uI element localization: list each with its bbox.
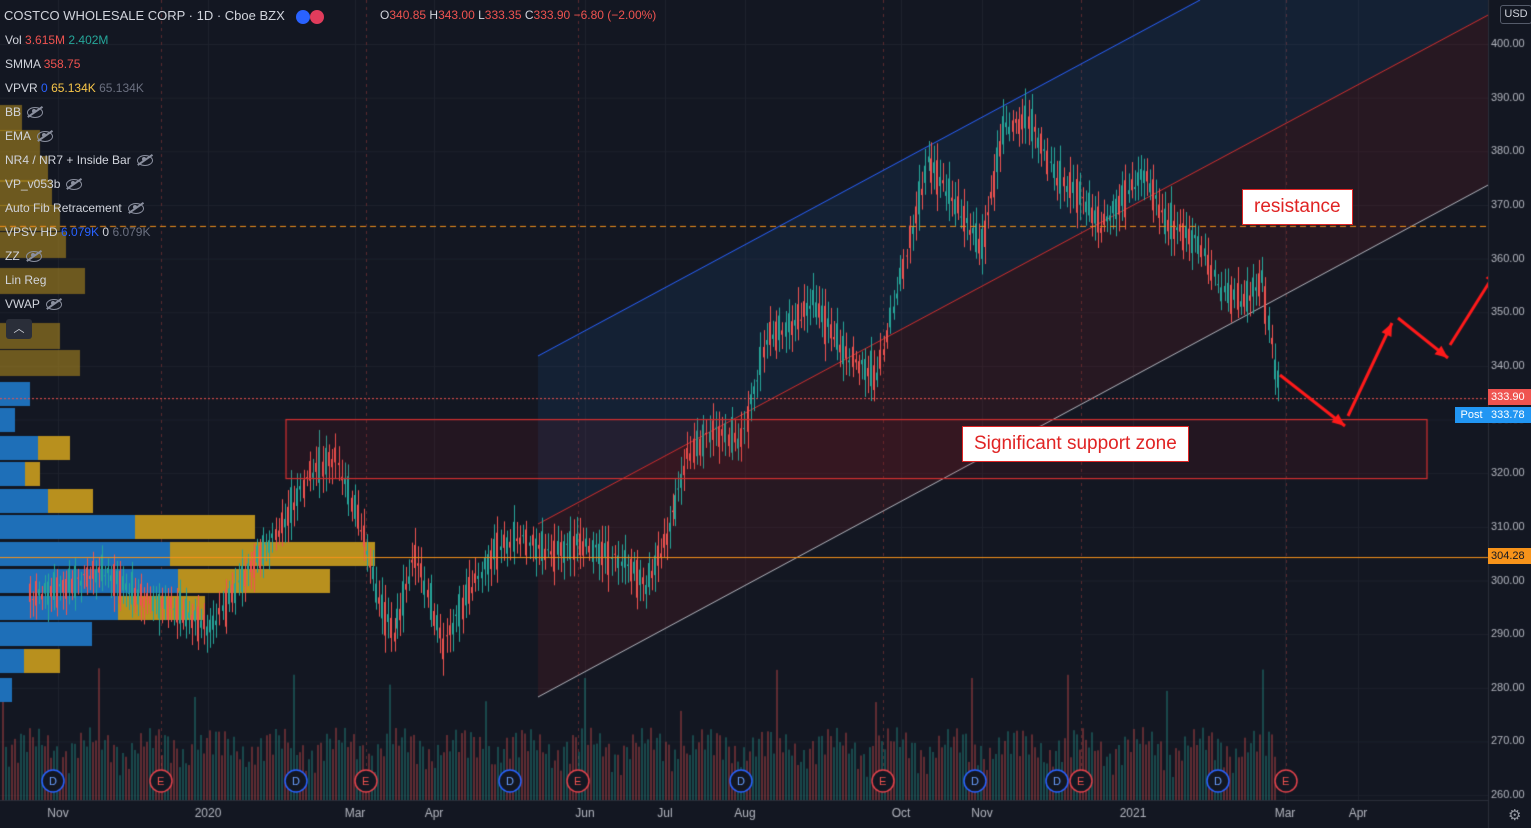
support-annotation[interactable]: Significant support zone	[962, 426, 1189, 462]
collapse-legend-button[interactable]: ︿	[6, 319, 32, 339]
hidden-eye-icon[interactable]	[66, 179, 83, 191]
post-price-label: 333.78	[1488, 407, 1531, 423]
symbol-title[interactable]: COSTCO WHOLESALE CORP · 1D · Cboe BZX	[4, 8, 285, 23]
hidden-eye-icon[interactable]	[37, 131, 54, 143]
post-market-tag: Post	[1455, 407, 1488, 423]
indicator-ema[interactable]: EMA	[5, 129, 54, 143]
level-price-label: 304.28	[1488, 548, 1531, 564]
indicator-smma[interactable]: SMMA 358.75	[5, 57, 81, 71]
resistance-annotation[interactable]: resistance	[1242, 189, 1353, 225]
hidden-eye-icon[interactable]	[27, 107, 44, 119]
hidden-eye-icon[interactable]	[127, 203, 144, 215]
currency-button[interactable]: USD	[1500, 5, 1531, 24]
indicator-nr4[interactable]: NR4 / NR7 + Inside Bar	[5, 153, 153, 167]
hidden-eye-icon[interactable]	[45, 299, 62, 311]
indicator-zz[interactable]: ZZ	[5, 249, 42, 263]
indicator-fib[interactable]: Auto Fib Retracement	[5, 201, 144, 215]
indicator-vol[interactable]: Vol 3.615M 2.402M	[5, 33, 109, 47]
indicator-linreg[interactable]: Lin Reg	[5, 273, 47, 287]
ohlc-values: O340.85 H343.00 L333.35 C333.90 −6.80 (−…	[380, 8, 657, 22]
last-price-label: 333.90	[1488, 389, 1531, 405]
indicator-bb[interactable]: BB	[5, 105, 44, 119]
compare-icon[interactable]	[296, 9, 311, 24]
indicator-vp[interactable]: VP_v053b	[5, 177, 83, 191]
chart-header: COSTCO WHOLESALE CORP · 1D · Cboe BZX O3…	[4, 8, 656, 24]
hidden-eye-icon[interactable]	[136, 155, 153, 167]
indicator-vwap[interactable]: VWAP	[5, 297, 62, 311]
settings-gear-icon[interactable]: ⚙	[1508, 807, 1522, 824]
indicator-vpsv[interactable]: VPSV HD 6.079K 0 6.079K	[5, 225, 151, 239]
ticker-logo-icon	[310, 9, 325, 24]
hidden-eye-icon[interactable]	[25, 251, 42, 263]
indicator-vpvr[interactable]: VPVR 0 65.134K 65.134K	[5, 81, 144, 95]
